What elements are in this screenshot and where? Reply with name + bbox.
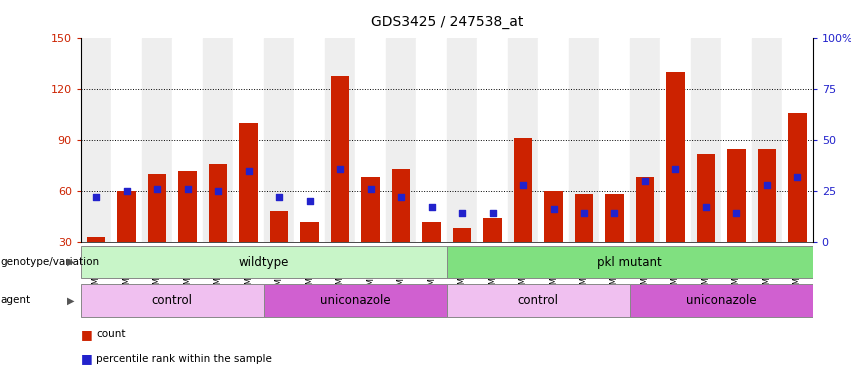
Point [151, 186, 164, 192]
Bar [721, 38, 751, 242]
Bar [788, 113, 807, 242]
Bar [751, 38, 782, 242]
Point [729, 210, 743, 217]
Point [89, 194, 103, 200]
Bar [545, 191, 563, 242]
Point [334, 166, 347, 172]
Bar [508, 38, 538, 242]
Point [120, 188, 134, 194]
Bar [697, 154, 715, 242]
Text: uniconazole: uniconazole [686, 294, 757, 307]
Bar [691, 38, 721, 242]
Bar [81, 246, 447, 278]
Point [577, 210, 591, 217]
Bar [514, 139, 532, 242]
Bar [447, 246, 813, 278]
Bar [477, 38, 508, 242]
Point [211, 188, 225, 194]
Point [303, 198, 317, 204]
Bar [422, 222, 441, 242]
Text: GDS3425 / 247538_at: GDS3425 / 247538_at [370, 15, 523, 29]
Bar [660, 38, 691, 242]
Bar [483, 218, 501, 242]
Text: control: control [517, 294, 559, 307]
Point [455, 210, 469, 217]
Text: ▶: ▶ [66, 295, 74, 306]
Point [180, 186, 194, 192]
Bar [325, 38, 355, 242]
Bar [239, 123, 258, 242]
Bar [81, 38, 111, 242]
Bar [447, 284, 630, 317]
Text: count: count [96, 329, 126, 339]
Point [242, 168, 255, 174]
Bar [81, 284, 264, 317]
Bar [605, 194, 624, 242]
Point [546, 206, 560, 212]
Bar [203, 38, 233, 242]
Bar [636, 177, 654, 242]
Bar [630, 284, 813, 317]
Bar [300, 222, 318, 242]
Bar [179, 171, 197, 242]
Bar [757, 149, 776, 242]
Bar [453, 228, 471, 242]
Bar [172, 38, 203, 242]
Bar [87, 237, 106, 242]
Point [760, 182, 774, 188]
Bar [574, 194, 593, 242]
Bar [331, 76, 349, 242]
Bar [294, 38, 325, 242]
Bar [782, 38, 813, 242]
Point [638, 178, 652, 184]
Text: ▶: ▶ [66, 257, 74, 267]
Point [394, 194, 408, 200]
Bar [264, 284, 447, 317]
Point [486, 210, 500, 217]
Text: percentile rank within the sample: percentile rank within the sample [96, 354, 272, 364]
Point [791, 174, 804, 180]
Bar [538, 38, 568, 242]
Bar [416, 38, 447, 242]
Bar [270, 212, 288, 242]
Bar [362, 177, 380, 242]
Bar [209, 164, 227, 242]
Text: control: control [151, 294, 193, 307]
Text: ■: ■ [81, 353, 93, 366]
Text: genotype/variation: genotype/variation [1, 257, 100, 267]
Bar [386, 38, 416, 242]
Text: wildtype: wildtype [238, 256, 289, 268]
Point [272, 194, 286, 200]
Bar [447, 38, 477, 242]
Point [608, 210, 621, 217]
Bar [355, 38, 386, 242]
Point [517, 182, 530, 188]
Bar [568, 38, 599, 242]
Bar [599, 38, 630, 242]
Bar [148, 174, 166, 242]
Text: pkl mutant: pkl mutant [597, 256, 662, 268]
Bar [391, 169, 410, 242]
Bar [117, 191, 135, 242]
Text: uniconazole: uniconazole [320, 294, 391, 307]
Bar [630, 38, 660, 242]
Bar [142, 38, 172, 242]
Point [700, 204, 713, 210]
Text: agent: agent [1, 295, 31, 306]
Point [425, 204, 438, 210]
Bar [728, 149, 745, 242]
Bar [264, 38, 294, 242]
Point [669, 166, 683, 172]
Bar [666, 72, 684, 242]
Point [363, 186, 377, 192]
Text: ■: ■ [81, 328, 93, 341]
Bar [233, 38, 264, 242]
Bar [111, 38, 142, 242]
